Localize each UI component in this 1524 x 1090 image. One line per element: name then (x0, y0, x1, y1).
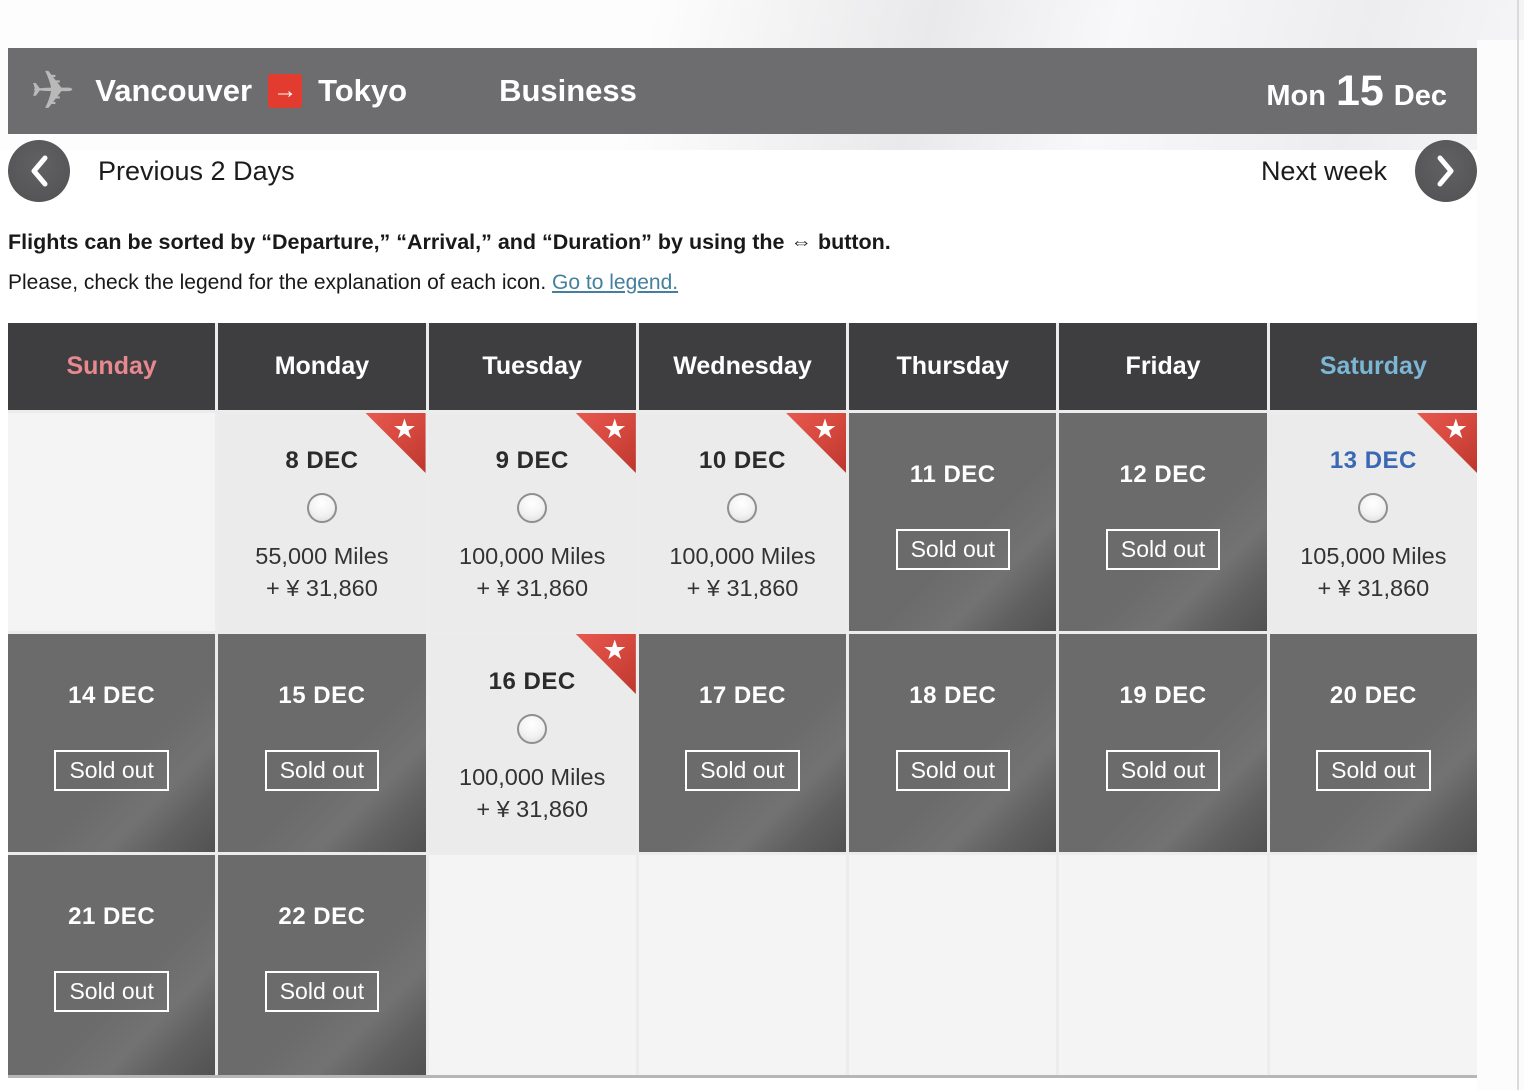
star-icon: ★ (602, 635, 627, 665)
next-week-button[interactable] (1415, 140, 1477, 202)
day-header-monday: Monday (218, 323, 426, 410)
calendar-cell-12-dec: 12 DEC Sold out (1059, 413, 1267, 631)
miles-price: 55,000 Miles (255, 543, 389, 569)
date-select-radio[interactable] (727, 493, 758, 523)
cell-date: 10 DEC (698, 447, 787, 474)
chevron-left-icon (31, 155, 48, 187)
sold-out-badge: Sold out (895, 750, 1010, 791)
page-right-margin (1477, 40, 1524, 1090)
star-icon: ★ (392, 414, 417, 444)
sold-out-badge: Sold out (54, 971, 169, 1012)
legend-instructions: Please, check the legend for the explana… (8, 271, 1477, 295)
cell-date: 20 DEC (1329, 682, 1417, 709)
selected-date-day: 15 (1335, 66, 1384, 115)
calendar-cell-empty (8, 413, 216, 631)
calendar-cell-10-dec: ★ 10 DEC 100,000 Miles + ¥ 31,860 (638, 413, 847, 631)
week-navigation: Previous 2 Days Next week (8, 136, 1477, 206)
day-header-friday: Friday (1059, 323, 1267, 410)
window-edge-line (1517, 0, 1519, 1090)
miles-price: 105,000 Miles (1300, 543, 1447, 569)
date-select-radio[interactable] (517, 493, 548, 523)
date-select-radio[interactable] (1358, 493, 1389, 523)
miles-price: 100,000 Miles (459, 764, 606, 790)
selected-date: Mon 15 Dec (1266, 67, 1447, 116)
miles-price: 100,000 Miles (669, 543, 816, 569)
star-icon: ★ (1443, 414, 1468, 444)
award-calendar-page: ✈ Vancouver → Tokyo Business Mon 15 Dec … (8, 0, 1477, 1078)
calendar-cell-18-dec: 18 DEC Sold out (849, 634, 1057, 852)
cell-date: 16 DEC (488, 668, 576, 695)
taxes-fee: + ¥ 31,860 (266, 575, 378, 601)
calendar-cell-22-dec: 22 DEC Sold out (218, 855, 426, 1075)
sort-instructions: Flights can be sorted by “Departure,” “A… (8, 230, 891, 254)
cabin-class-label: Business (499, 73, 637, 108)
cell-date: 21 DEC (68, 903, 156, 930)
previous-button[interactable] (8, 140, 70, 202)
cell-date: 13 DEC (1329, 447, 1417, 474)
calendar-cell-empty (1269, 855, 1477, 1075)
sold-out-badge: Sold out (54, 750, 169, 791)
taxes-fee: + ¥ 31,860 (1317, 575, 1430, 601)
calendar-cell-19-dec: 19 DEC Sold out (1059, 634, 1267, 852)
route-header-bar: ✈ Vancouver → Tokyo Business Mon 15 Dec (8, 48, 1477, 134)
day-header-saturday: Saturday (1269, 323, 1477, 410)
sold-out-badge: Sold out (1105, 529, 1221, 570)
day-header-wednesday: Wednesday (638, 323, 847, 410)
day-header-tuesday: Tuesday (428, 323, 636, 410)
calendar-cell-9-dec: ★ 9 DEC 100,000 Miles + ¥ 31,860 (428, 413, 636, 631)
calendar-cell-21-dec: 21 DEC Sold out (8, 855, 216, 1075)
next-week-label[interactable]: Next week (1260, 155, 1387, 186)
taxes-fee: + ¥ 31,860 (686, 575, 799, 601)
taxes-fee: + ¥ 31,860 (476, 796, 589, 822)
calendar-cell-14-dec: 14 DEC Sold out (8, 634, 216, 852)
origin-city: Vancouver (95, 73, 253, 108)
go-to-legend-link[interactable]: Go to legend. (552, 271, 679, 294)
sold-out-badge: Sold out (685, 750, 800, 791)
calendar-cell-11-dec: 11 DEC Sold out (849, 413, 1057, 631)
cell-date: 12 DEC (1119, 461, 1207, 488)
cell-date: 14 DEC (68, 682, 156, 709)
cell-date: 15 DEC (278, 682, 366, 709)
sold-out-badge: Sold out (264, 750, 380, 791)
award-calendar: Sunday Monday Tuesday Wednesday Thursday Frid… (8, 323, 1477, 1078)
calendar-cell-16-dec: ★ 16 DEC 100,000 Miles + ¥ 31,860 (428, 634, 636, 852)
sold-out-badge: Sold out (1316, 750, 1431, 791)
cell-date: 19 DEC (1119, 682, 1207, 709)
calendar-cell-17-dec: 17 DEC Sold out (638, 634, 847, 852)
calendar-cell-empty (849, 855, 1057, 1075)
calendar-cell-20-dec: 20 DEC Sold out (1269, 634, 1477, 852)
selected-date-weekday: Mon (1266, 79, 1326, 112)
calendar-cell-13-dec: ★ 13 DEC 105,000 Miles + ¥ 31,860 (1269, 413, 1477, 631)
taxes-fee: + ¥ 31,860 (476, 575, 589, 601)
cell-date: 11 DEC (909, 461, 996, 488)
destination-city: Tokyo (318, 73, 408, 108)
selected-date-month: Dec (1393, 79, 1447, 112)
date-select-radio[interactable] (517, 714, 548, 744)
route-arrow-icon: → (268, 74, 303, 108)
calendar-cell-empty (638, 855, 847, 1075)
cell-date: 9 DEC (495, 447, 569, 474)
cell-date: 8 DEC (285, 447, 359, 474)
day-header-thursday: Thursday (849, 323, 1057, 410)
previous-label[interactable]: Previous 2 Days (98, 155, 295, 186)
star-icon: ★ (602, 414, 627, 444)
day-header-sunday: Sunday (8, 323, 216, 410)
star-icon: ★ (812, 414, 838, 444)
calendar-cell-15-dec: 15 DEC Sold out (218, 634, 426, 852)
legend-text: Please, check the legend for the explana… (8, 271, 553, 294)
miles-price: 100,000 Miles (459, 543, 606, 569)
cell-date: 17 DEC (698, 682, 787, 709)
airplane-icon: ✈ (30, 61, 76, 121)
calendar-cell-8-dec: ★ 8 DEC 55,000 Miles + ¥ 31,860 (218, 413, 426, 631)
cell-date: 18 DEC (909, 682, 997, 709)
calendar-cell-empty (1059, 855, 1267, 1075)
sold-out-badge: Sold out (1105, 750, 1221, 791)
sold-out-badge: Sold out (264, 971, 380, 1012)
chevron-right-icon (1437, 155, 1454, 187)
sold-out-badge: Sold out (895, 529, 1010, 570)
date-select-radio[interactable] (306, 493, 337, 523)
cell-date: 22 DEC (278, 903, 366, 930)
calendar-cell-empty (428, 855, 636, 1075)
